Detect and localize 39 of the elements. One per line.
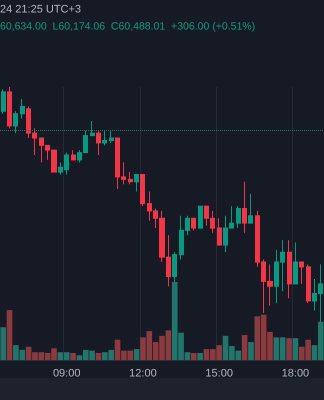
candlestick: [134, 174, 139, 192]
candlestick: [248, 193, 253, 224]
candlestick: [293, 242, 298, 284]
candlestick: [20, 98, 25, 120]
candlestick: [7, 86, 12, 129]
bar: [292, 338, 298, 360]
candlestick: [306, 264, 311, 304]
bar: [286, 338, 292, 360]
bar: [248, 342, 254, 360]
x-tick-label: 09:00: [52, 368, 80, 380]
candlestick: [217, 218, 222, 246]
candlestick: [242, 181, 247, 234]
bar: [190, 352, 197, 360]
candlestick: [1, 88, 6, 114]
bar: [70, 352, 76, 360]
candlestick: [191, 218, 196, 231]
x-tick-label: 12:00: [129, 368, 157, 380]
candlestick: [71, 150, 76, 160]
text: 60,634.00 L60,174.06 C60,488.01 +306.00 (+0.51%): [0, 20, 256, 32]
bar: [197, 352, 203, 360]
x-tick-label: 15:00: [205, 368, 233, 380]
text: 24 21:25 UTC+3: [0, 4, 82, 16]
candlestick: [236, 206, 241, 228]
candlestick: [102, 130, 107, 146]
candlestick: [287, 240, 292, 299]
x-tick-label: 18:00: [282, 368, 310, 380]
bar: [0, 327, 6, 360]
candlestick: [299, 261, 304, 284]
bar: [242, 335, 248, 360]
candlestick: [128, 172, 133, 185]
candlestick: [90, 120, 95, 136]
candlestick: [13, 110, 18, 134]
candlestick: [198, 206, 203, 228]
candlestick: [109, 130, 114, 144]
bar: [134, 349, 140, 360]
candlestick: [96, 130, 101, 156]
bar: [96, 352, 102, 360]
bar: [6, 310, 12, 360]
candlestick: [140, 174, 145, 207]
